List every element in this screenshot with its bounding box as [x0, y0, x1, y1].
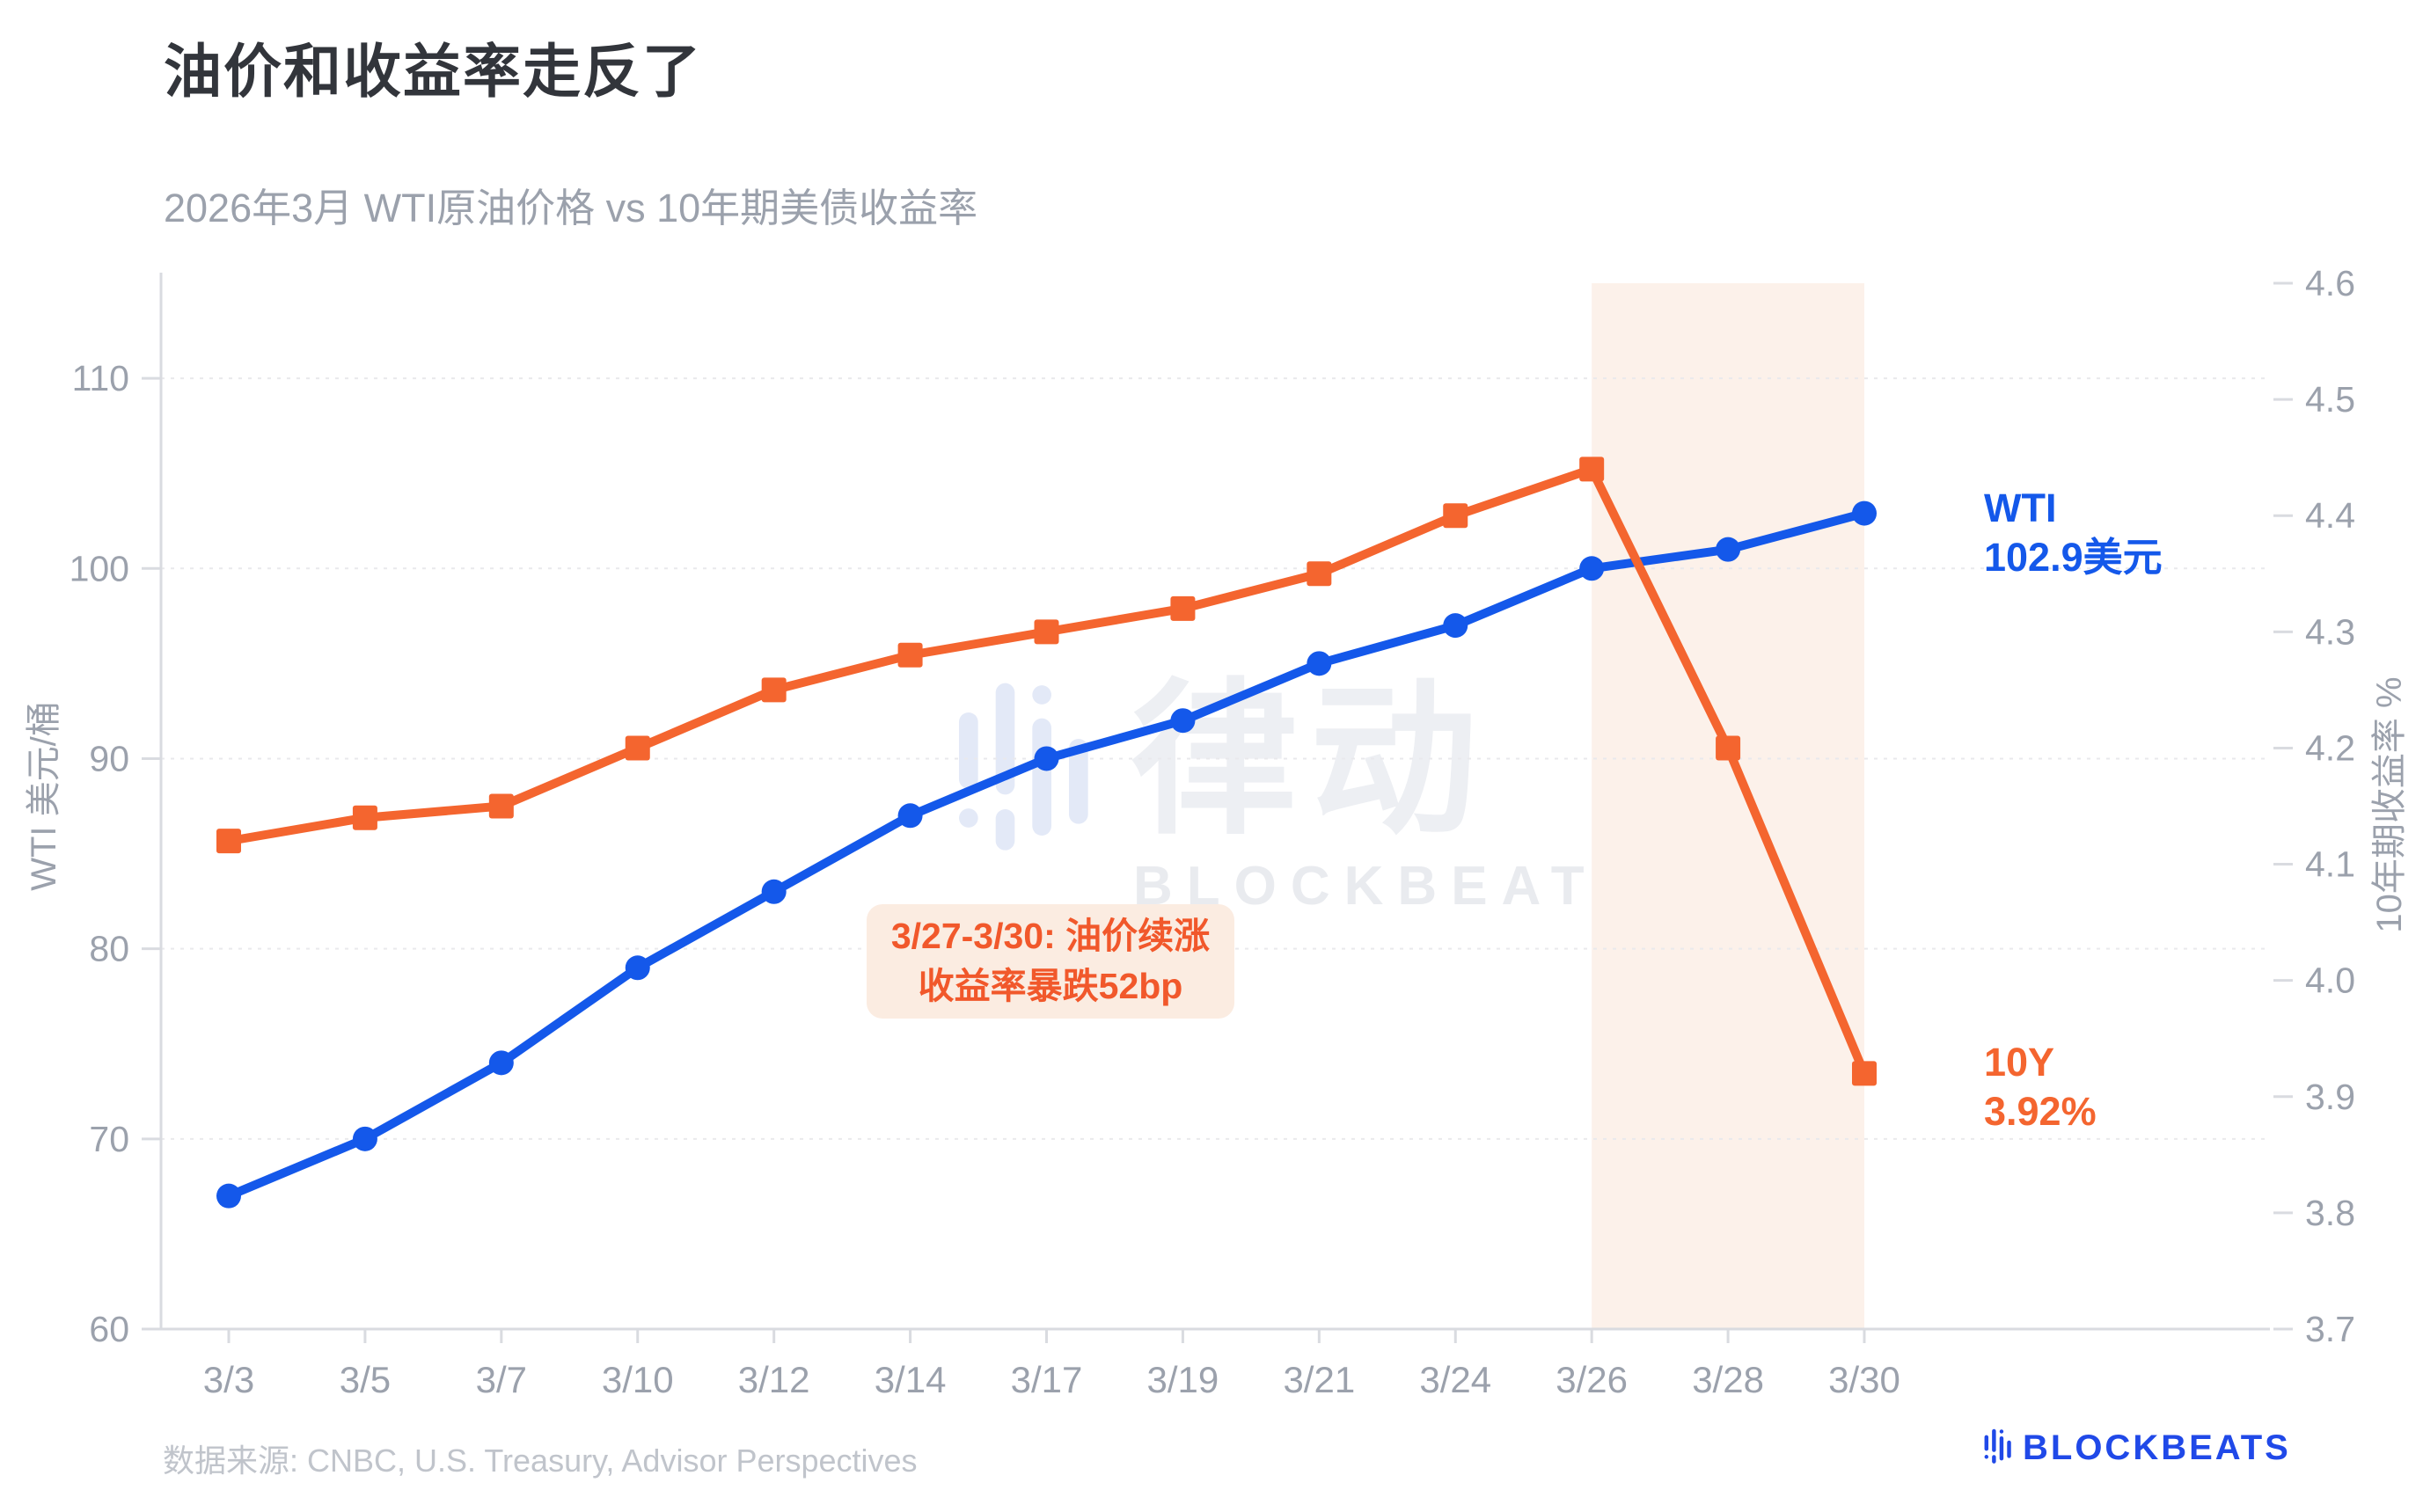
right-axis-title: 10年期收益率 %: [2370, 676, 2409, 933]
right-tick-label: 3.8: [2305, 1193, 2355, 1233]
left-axis-title: WTI 美元/桶: [25, 701, 63, 891]
WTI-point: [352, 1126, 377, 1151]
x-tick-label: 3/5: [340, 1359, 391, 1400]
yield-last-value: 3.92%: [1984, 1089, 2097, 1135]
10Y-point: [1579, 457, 1605, 482]
WTI-point: [488, 1050, 514, 1076]
wti-last-value: 102.9美元: [1984, 535, 2163, 581]
page-subtitle: 2026年3月 WTI原油价格 vs 10年期美债收益率: [164, 186, 978, 230]
10Y-point: [897, 642, 923, 668]
10Y-point: [625, 735, 650, 761]
WTI-point: [1443, 613, 1468, 639]
WTI-point: [1852, 500, 1877, 526]
10Y-point: [1852, 1061, 1877, 1086]
right-tick-label: 4.2: [2305, 727, 2355, 768]
blockbeats-logo: BLOCKBEATS: [1984, 1427, 2291, 1469]
WTI-point: [1034, 746, 1059, 771]
x-tick-label: 3/17: [1011, 1359, 1083, 1400]
x-tick-label: 3/19: [1147, 1359, 1219, 1400]
WTI-point: [625, 955, 650, 981]
10Y-point: [1307, 561, 1332, 587]
right-tick-label: 3.9: [2305, 1077, 2355, 1117]
x-tick-label: 3/24: [1419, 1359, 1491, 1400]
left-tick-label: 90: [89, 738, 129, 778]
x-tick-label: 3/26: [1556, 1359, 1628, 1400]
annotation-callout: 3/27-3/30: 油价续涨 收益率暴跌52bp: [867, 904, 1234, 1019]
x-tick-label: 3/21: [1283, 1359, 1355, 1400]
left-tick-label: 100: [70, 548, 129, 588]
right-tick-label: 4.1: [2305, 844, 2355, 885]
wti-series-label: WTI 102.9美元: [1984, 484, 2163, 583]
WTI-point: [897, 803, 923, 829]
left-tick-label: 80: [89, 929, 129, 969]
x-tick-label: 3/7: [476, 1359, 527, 1400]
blockbeats-watermark-icon: [959, 683, 1088, 851]
blockbeats-logo-icon: [1984, 1428, 2011, 1464]
page-title: 油价和收益率走反了: [164, 39, 702, 104]
WTI-point: [216, 1183, 241, 1209]
right-tick-label: 4.0: [2305, 961, 2355, 1001]
x-tick-label: 3/30: [1828, 1359, 1900, 1400]
left-tick-label: 110: [72, 358, 129, 398]
x-tick-label: 3/10: [602, 1359, 674, 1400]
10Y-point: [1716, 735, 1741, 761]
yield-series-label: 10Y 3.92%: [1984, 1038, 2097, 1137]
x-tick-label: 3/12: [738, 1359, 810, 1400]
WTI-point: [1170, 708, 1196, 734]
left-tick-label: 60: [89, 1309, 129, 1349]
right-tick-label: 4.4: [2305, 495, 2355, 536]
right-tick-label: 4.3: [2305, 611, 2355, 652]
watermark-cn-text: 律动: [1131, 668, 1490, 854]
wti-series-name: WTI: [1984, 486, 2057, 530]
x-tick-label: 3/3: [203, 1359, 254, 1400]
data-source-note: 数据来源: CNBC, U.S. Treasury, Advisor Persp…: [163, 1443, 918, 1479]
WTI-point: [1579, 556, 1605, 581]
left-tick-label: 70: [89, 1119, 129, 1159]
WTI-point: [761, 879, 787, 904]
WTI-point: [1716, 537, 1741, 562]
10Y-point: [352, 805, 377, 830]
annotation-line2: 收益率暴跌52bp: [918, 966, 1183, 1006]
10Y-point: [488, 793, 514, 819]
right-tick-label: 3.7: [2305, 1309, 2355, 1349]
10Y-point: [1034, 619, 1059, 645]
watermark: 律动 BLOCKBEATS: [959, 655, 1649, 917]
WTI-point: [1307, 651, 1332, 676]
x-tick-label: 3/14: [875, 1359, 947, 1400]
highlight-band: [1592, 283, 1864, 1329]
blockbeats-logo-text: BLOCKBEATS: [2023, 1428, 2291, 1467]
x-tick-label: 3/28: [1692, 1359, 1764, 1400]
10Y-point: [1170, 595, 1196, 621]
10Y-point: [216, 829, 241, 854]
10Y-point: [761, 677, 787, 703]
right-tick-label: 4.5: [2305, 379, 2355, 420]
yield-series-name: 10Y: [1984, 1040, 2055, 1085]
10Y-point: [1443, 503, 1468, 529]
annotation-line1: 3/27-3/30: 油价续涨: [890, 916, 1211, 957]
right-tick-label: 4.6: [2305, 263, 2355, 303]
